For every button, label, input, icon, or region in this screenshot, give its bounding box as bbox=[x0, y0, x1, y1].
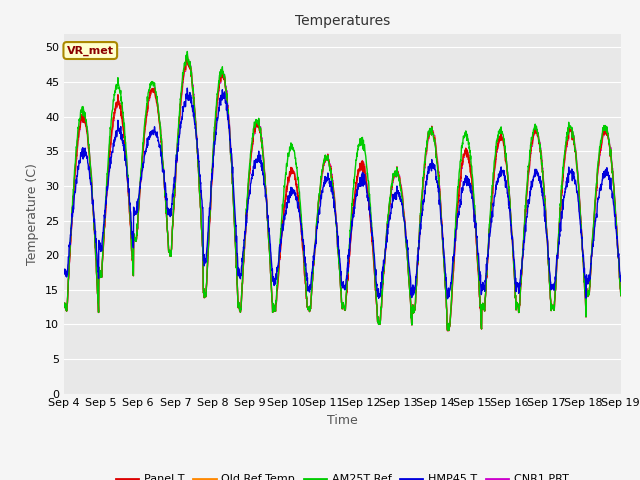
Text: VR_met: VR_met bbox=[67, 46, 114, 56]
Legend: Panel T, Old Ref Temp, AM25T Ref, HMP45 T, CNR1 PRT: Panel T, Old Ref Temp, AM25T Ref, HMP45 … bbox=[112, 470, 573, 480]
Y-axis label: Temperature (C): Temperature (C) bbox=[26, 163, 40, 264]
Title: Temperatures: Temperatures bbox=[295, 14, 390, 28]
X-axis label: Time: Time bbox=[327, 414, 358, 427]
